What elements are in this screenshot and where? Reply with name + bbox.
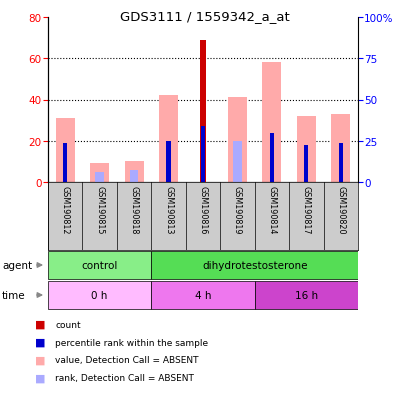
Text: GSM190820: GSM190820 [335,185,344,234]
Text: 4 h: 4 h [194,290,211,300]
Text: 16 h: 16 h [294,290,317,300]
Bar [48,252,151,279]
Text: ■: ■ [35,355,45,365]
Text: control: control [81,260,117,271]
Bar [338,143,342,183]
Bar [151,252,357,279]
Bar [56,119,74,183]
Bar [130,170,138,183]
Bar [227,98,246,183]
Bar [151,282,254,309]
Bar [159,96,178,183]
Text: dihydrotestosterone: dihydrotestosterone [201,260,307,271]
Bar [63,143,67,183]
Bar [233,141,241,183]
Bar [269,133,273,183]
Text: 0 h: 0 h [91,290,108,300]
Bar [90,164,109,183]
Text: ■: ■ [35,319,45,329]
Bar [296,117,315,183]
Bar [200,127,204,183]
Text: value, Detection Call = ABSENT: value, Detection Call = ABSENT [55,356,198,365]
Text: ■: ■ [35,337,45,347]
Text: agent: agent [2,260,32,271]
Bar [200,40,205,183]
Text: rank, Detection Call = ABSENT: rank, Detection Call = ABSENT [55,374,194,382]
Text: GDS3111 / 1559342_a_at: GDS3111 / 1559342_a_at [120,10,289,23]
Text: GSM190818: GSM190818 [129,185,138,233]
Bar [48,282,151,309]
Text: GSM190819: GSM190819 [232,185,241,234]
Text: GSM190814: GSM190814 [267,185,276,233]
Bar [330,115,349,183]
Text: GSM190817: GSM190817 [301,185,310,234]
Bar [303,145,308,183]
Bar [262,63,281,183]
Bar [95,172,104,183]
Bar [254,282,357,309]
Text: GSM190815: GSM190815 [95,185,104,234]
Text: count: count [55,320,81,329]
Text: GSM190812: GSM190812 [61,185,70,234]
Text: GSM190816: GSM190816 [198,185,207,233]
Bar [166,141,170,183]
Bar [124,162,143,183]
Text: percentile rank within the sample: percentile rank within the sample [55,338,208,347]
Text: GSM190813: GSM190813 [164,185,173,233]
Text: ■: ■ [35,373,45,383]
Text: time: time [2,290,26,300]
